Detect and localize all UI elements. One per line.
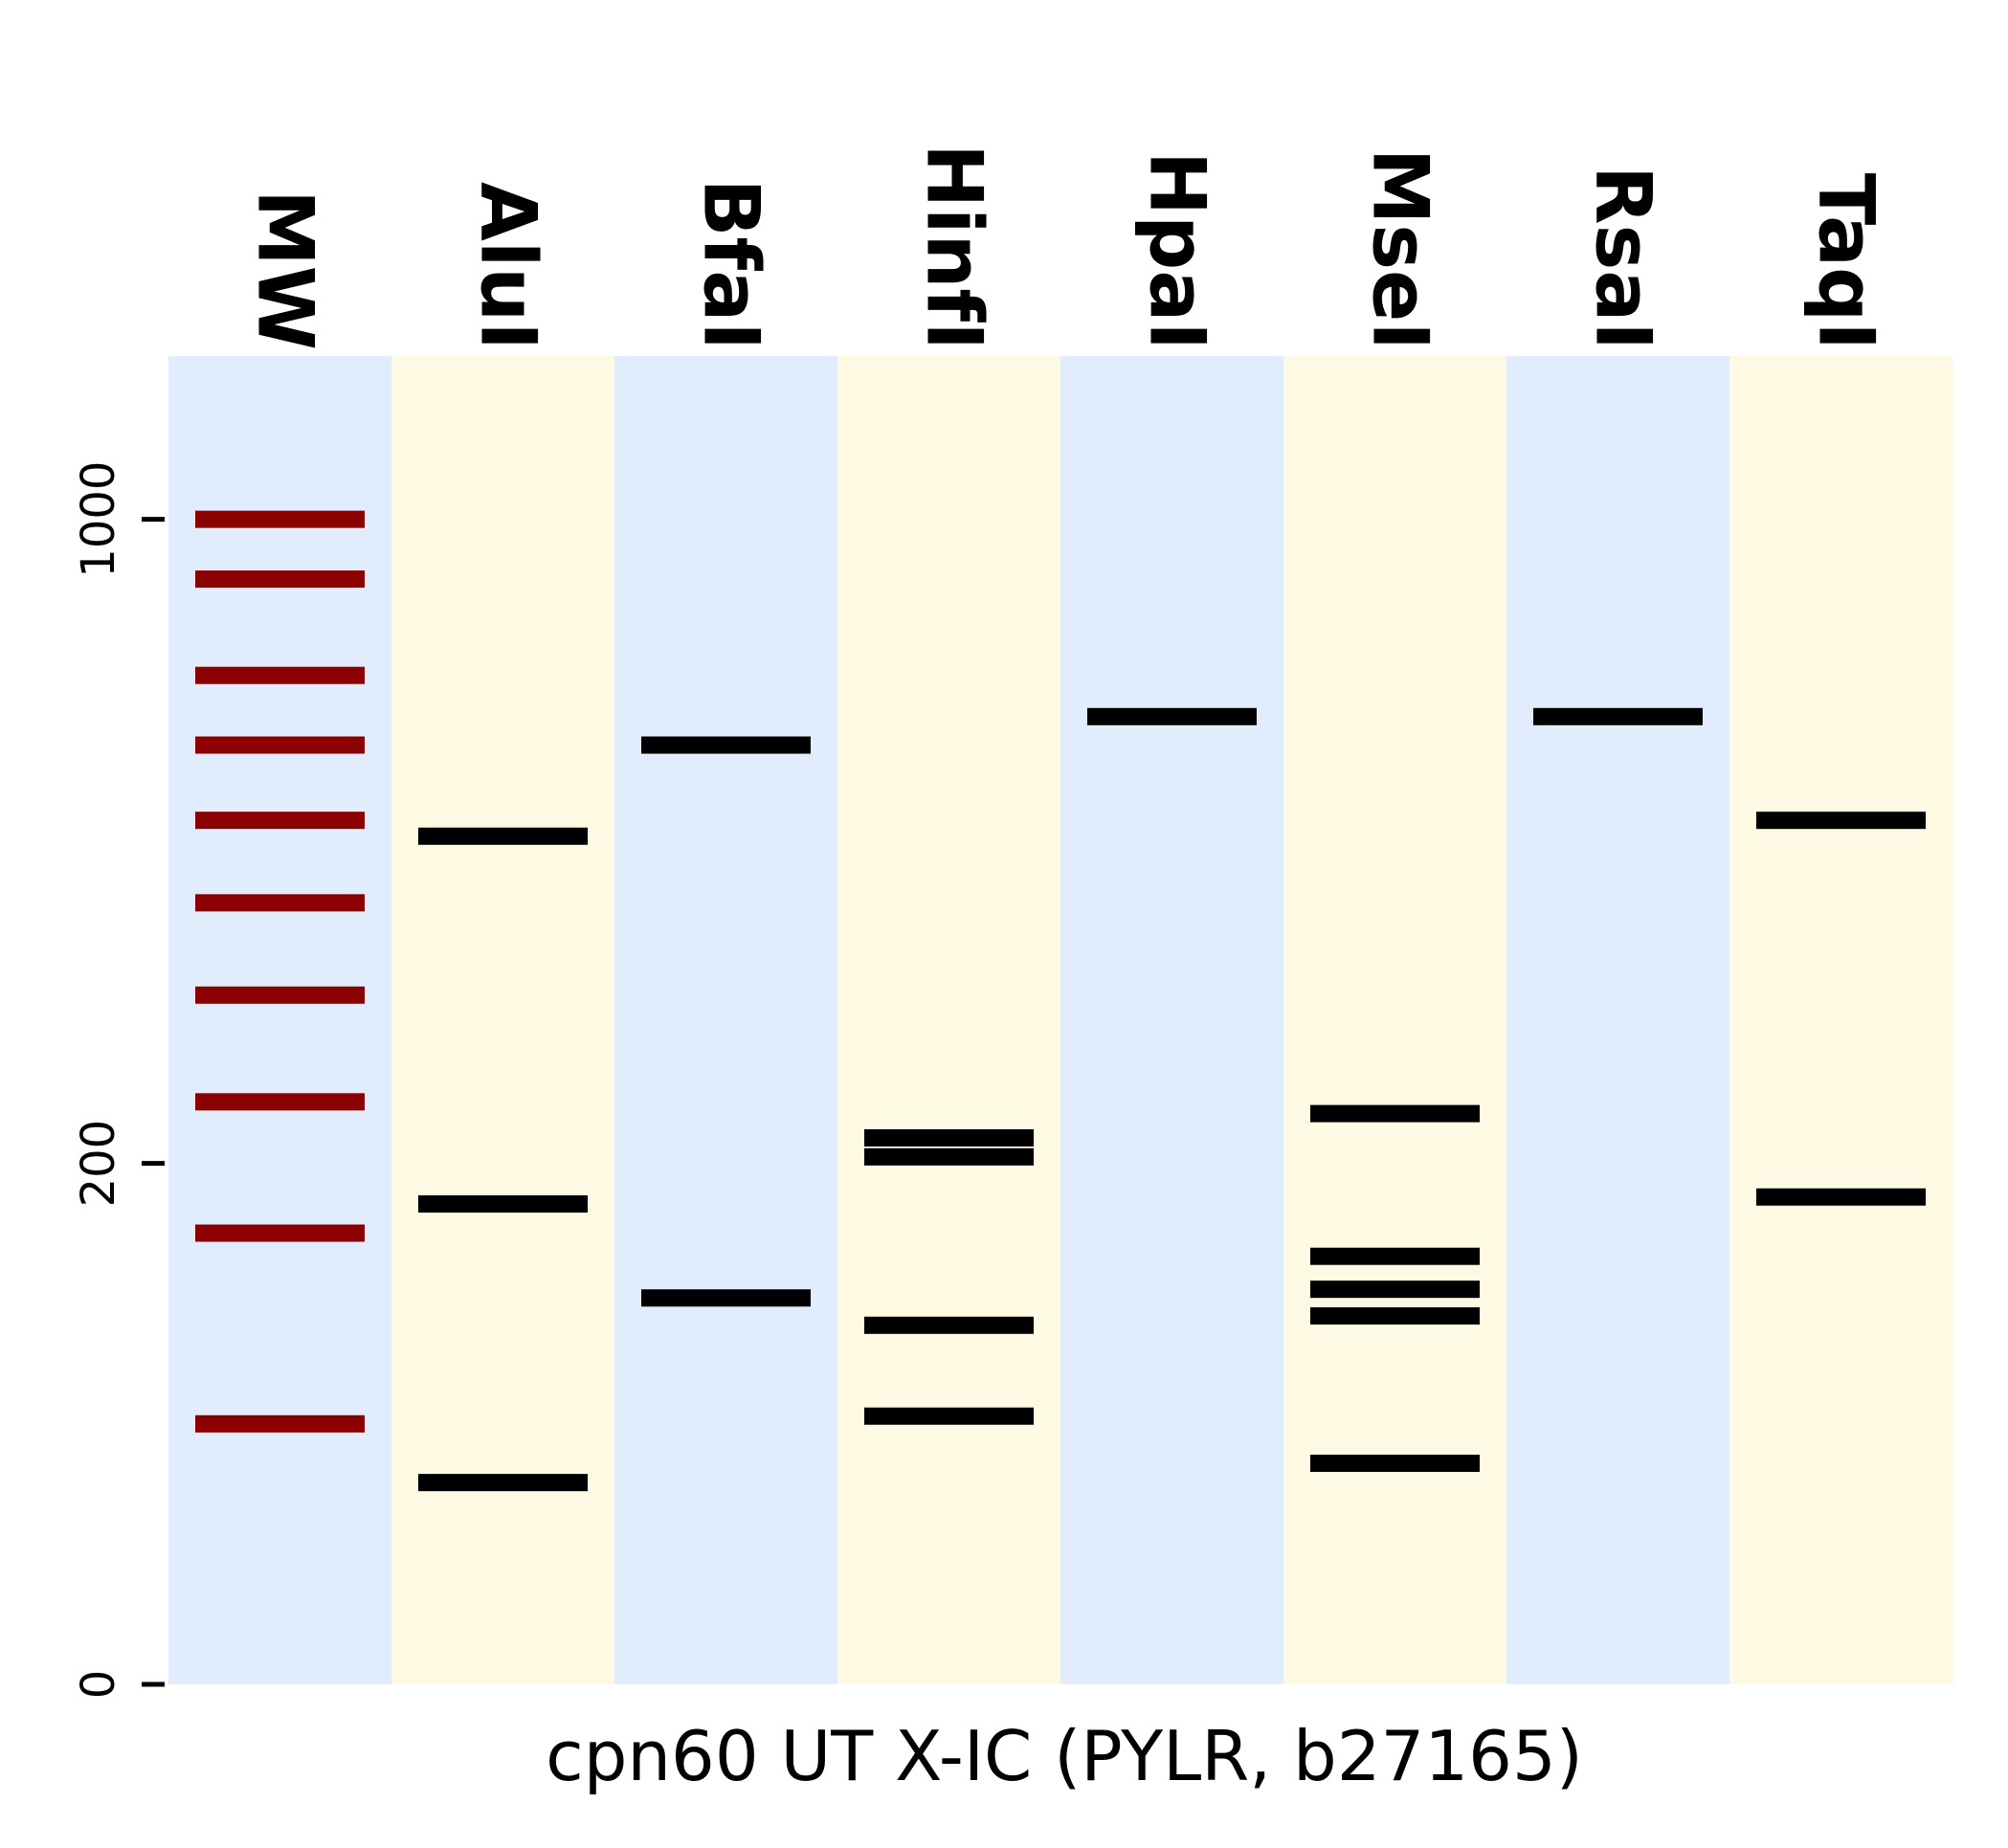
band-alui-0 <box>418 827 588 845</box>
y-tick-label-0: 0 <box>72 1670 125 1700</box>
band-mw-7 <box>195 1093 365 1111</box>
band-mw-0 <box>195 510 365 528</box>
lanes-layer <box>168 356 1953 1684</box>
band-msei-1 <box>1310 1247 1480 1265</box>
band-hinfi-3 <box>864 1407 1034 1425</box>
band-mw-1 <box>195 570 365 589</box>
band-alui-1 <box>418 1195 588 1213</box>
lane-hinfi-background <box>837 356 1061 1684</box>
band-mw-2 <box>195 666 365 684</box>
band-taqi-0 <box>1756 812 1926 830</box>
band-alui-2 <box>418 1474 588 1492</box>
y-tick-label-1000: 1000 <box>72 461 125 578</box>
lane-label-msei: MseI <box>1356 148 1445 350</box>
lane-alui-background <box>391 356 615 1684</box>
band-bfai-1 <box>641 1289 811 1307</box>
lane-hpai-background <box>1060 356 1284 1684</box>
bands-layer <box>195 510 1926 1492</box>
band-msei-4 <box>1310 1455 1480 1473</box>
lane-label-rsai: RsaI <box>1579 166 1668 350</box>
lane-label-taqi: TaqI <box>1802 173 1891 350</box>
lane-label-mw: MW <box>241 189 330 350</box>
band-rsai-0 <box>1533 707 1703 725</box>
lane-label-hpai: HpaI <box>1133 151 1222 350</box>
band-mw-3 <box>195 736 365 754</box>
band-msei-3 <box>1310 1307 1480 1325</box>
band-mw-8 <box>195 1224 365 1242</box>
band-hinfi-0 <box>864 1129 1034 1147</box>
band-hinfi-2 <box>864 1316 1034 1334</box>
band-mw-6 <box>195 986 365 1004</box>
lane-taqi-background <box>1729 356 1953 1684</box>
lane-label-hinfi: HinfI <box>910 144 999 350</box>
lane-label-bfai: BfaI <box>687 178 776 350</box>
band-bfai-0 <box>641 736 811 754</box>
y-tick-label-200: 200 <box>72 1120 125 1208</box>
band-taqi-1 <box>1756 1188 1926 1206</box>
lane-mw-background <box>168 356 392 1684</box>
band-mw-4 <box>195 812 365 830</box>
lane-label-alui: AluI <box>464 182 553 350</box>
x-axis-title: cpn60 UT X-IC (PYLR, b27165) <box>546 1716 1583 1796</box>
band-mw-5 <box>195 894 365 912</box>
band-mw-9 <box>195 1414 365 1433</box>
band-msei-0 <box>1310 1104 1480 1123</box>
band-msei-2 <box>1310 1280 1480 1299</box>
lane-labels: MW AluI BfaI HinfI HpaI MseI RsaI TaqI <box>241 144 1891 350</box>
lane-bfai-background <box>614 356 838 1684</box>
lane-rsai-background <box>1506 356 1730 1684</box>
band-hpai-0 <box>1087 707 1257 725</box>
y-axis: 0 200 1000 <box>72 461 165 1700</box>
lane-msei-background <box>1283 356 1507 1684</box>
band-hinfi-1 <box>864 1147 1034 1166</box>
